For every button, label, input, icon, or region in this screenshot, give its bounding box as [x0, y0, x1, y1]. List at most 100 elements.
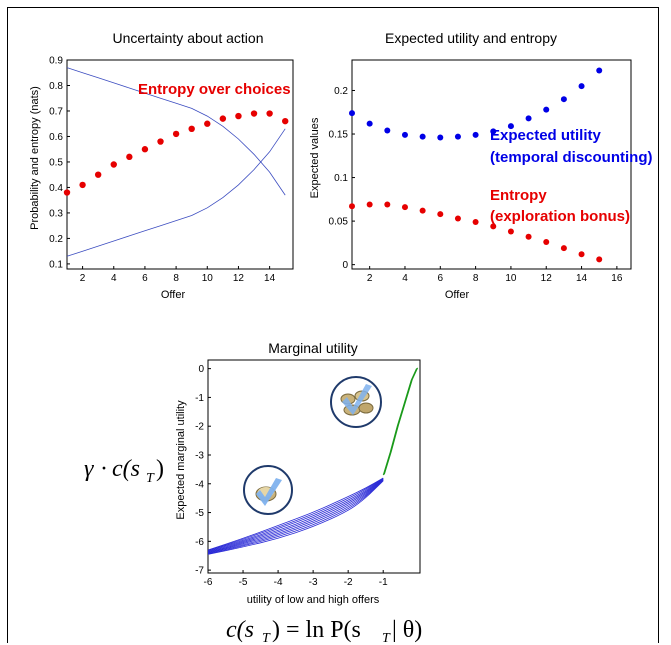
- chart1-entropy-point: [266, 110, 273, 117]
- bottom-subscript-T1: T: [262, 631, 271, 645]
- chart2-utility-point: [349, 110, 355, 117]
- bottom-subscript-T2: T: [382, 631, 391, 645]
- chart3-lower-curve: [207, 480, 384, 555]
- chart2-entropy-point: [454, 215, 461, 222]
- chart3-lower-curve: [207, 479, 384, 554]
- chart3-lower-curve: [207, 478, 384, 551]
- chart1-ylabel: Probability and entropy (nats): [29, 86, 41, 230]
- chart1-title: Uncertainty about action: [113, 30, 264, 46]
- chart2-title: Expected utility and entropy: [385, 30, 557, 46]
- chart2-xtick-label: 8: [473, 273, 479, 284]
- chart3-ytick-label: -7: [195, 566, 204, 577]
- chart-marginal-utility: Marginal utility -6 -5 -4 -3 -2 -1 0 -1 -2 -3 -4 -5…: [175, 340, 421, 606]
- chart2-entropy-point: [349, 203, 355, 210]
- chart1-annotation: Entropy over choices: [138, 81, 291, 98]
- c-of-s: c(s: [112, 456, 140, 482]
- chart2-utility-point: [366, 120, 373, 127]
- chart3-xlabel: utility of low and high offers: [247, 594, 380, 606]
- chart3-ytick-label: -6: [195, 537, 204, 548]
- chart1-ytick-label: 0.2: [49, 234, 63, 245]
- chart1-entropy-point: [235, 112, 242, 120]
- chart2-entropy-point: [596, 256, 603, 263]
- chart1-entropy-point: [141, 146, 149, 153]
- chart3-xtick-label: -5: [239, 577, 248, 588]
- chart2-ytick-label: 0: [342, 260, 348, 271]
- chart2-ticks: 2 4 6 8 10 12 14 16 0 0.05 0.1 0.15 0.2: [329, 86, 623, 284]
- close-paren: ): [156, 456, 164, 482]
- chart3-xtick-label: -2: [344, 577, 353, 588]
- chart1-xtick-label: 10: [202, 273, 214, 284]
- chart2-ytick-label: 0.2: [334, 86, 348, 97]
- chart3-marks: [207, 367, 419, 555]
- chart2-utility-point: [507, 123, 514, 130]
- chart1-ytick-label: 0.8: [49, 81, 63, 92]
- chart-uncertainty-about-action: Uncertainty about action 2 4 6 8 10 12 14 0.1 0.…: [29, 30, 294, 301]
- formula-gamma-c: γ · c(s T ): [84, 456, 164, 486]
- chart1-ytick-label: 0.7: [49, 106, 63, 117]
- chart2-label-entropy-line2: (exploration bonus): [490, 208, 630, 225]
- chart2-entropy-point: [560, 245, 567, 252]
- chart2-entropy-point: [507, 228, 514, 235]
- chart1-entropy-point: [219, 115, 227, 122]
- chart1-entropy-point: [204, 120, 211, 127]
- chart2-utility-point: [454, 133, 461, 140]
- chart1-xtick-label: 12: [233, 273, 245, 284]
- chart2-entropy-point: [472, 218, 479, 225]
- chart2-xtick-label: 10: [505, 273, 517, 284]
- chart3-ytick-label: -2: [195, 422, 204, 433]
- chart3-title: Marginal utility: [268, 340, 357, 356]
- chart2-xtick-label: 4: [402, 273, 408, 284]
- chart1-xtick-label: 6: [142, 273, 148, 284]
- chart3-lower-curve: [207, 477, 384, 551]
- chart3-upper-curve: [383, 367, 419, 475]
- chart1-xlabel: Offer: [161, 289, 186, 301]
- chart2-utility-point: [384, 127, 391, 134]
- chart2-label-utility-line1: Expected utility: [490, 127, 602, 144]
- chart1-line-series-1: [66, 128, 286, 257]
- chart1-entropy-point: [250, 110, 258, 117]
- chart2-utility-point: [437, 134, 444, 141]
- chart2-ytick-label: 0.05: [329, 217, 349, 228]
- chart2-xtick-label: 14: [576, 273, 588, 284]
- chart1-ytick-label: 0.9: [49, 56, 63, 67]
- chart1-ytick-label: 0.4: [49, 183, 63, 194]
- chart2-entropy-point: [578, 251, 585, 258]
- chart2-ylabel: Expected values: [309, 117, 321, 198]
- chart3-ylabel: Expected marginal utility: [175, 400, 187, 520]
- chart-expected-utility-and-entropy: Expected utility and entropy 2 4 6 8 10 12 14 1…: [309, 30, 653, 301]
- chart3-xtick-label: -3: [309, 577, 318, 588]
- chart2-xlabel: Offer: [445, 289, 470, 301]
- chart2-entropy-point: [366, 201, 373, 208]
- bottom-eq-ln-p: ) = ln P(s: [272, 617, 361, 643]
- chart3-lower-curve: [207, 479, 384, 554]
- chart1-entropy-point: [172, 130, 180, 138]
- chart1-entropy-point: [63, 189, 71, 196]
- bottom-c-of-s: c(s: [226, 617, 254, 643]
- chart3-ytick-label: -3: [195, 450, 204, 461]
- chart2-marks: [349, 67, 603, 263]
- subscript-T: T: [146, 471, 155, 486]
- chart2-utility-point: [401, 131, 408, 138]
- chart1-line-series-0: [66, 67, 286, 196]
- chart3-ytick-label: -1: [195, 393, 204, 404]
- chart3-axes-box: [207, 359, 421, 574]
- chart2-ytick-label: 0.1: [334, 173, 348, 184]
- chart2-label-utility-line2: (temporal discounting): [490, 149, 653, 166]
- chart3-lower-curve: [207, 478, 384, 552]
- chart2-utility-point: [490, 128, 497, 135]
- chart2-utility-point: [578, 83, 585, 90]
- chart2-utility-point: [419, 133, 426, 140]
- chart1-entropy-point: [94, 171, 102, 178]
- chart1-ytick-label: 0.5: [49, 157, 63, 168]
- chart3-xtick-label: -4: [274, 577, 283, 588]
- chart3-ytick-label: 0: [198, 364, 204, 375]
- chart3-xtick-label: -1: [379, 577, 388, 588]
- chart1-entropy-point: [188, 125, 195, 133]
- chart1-entropy-point: [157, 138, 164, 145]
- chart1-entropy-point: [282, 117, 289, 125]
- chart1-xtick-label: 8: [173, 273, 179, 284]
- chart2-xtick-label: 6: [438, 273, 444, 284]
- chart1-entropy-point: [79, 181, 86, 189]
- chart1-entropy-point: [126, 153, 133, 161]
